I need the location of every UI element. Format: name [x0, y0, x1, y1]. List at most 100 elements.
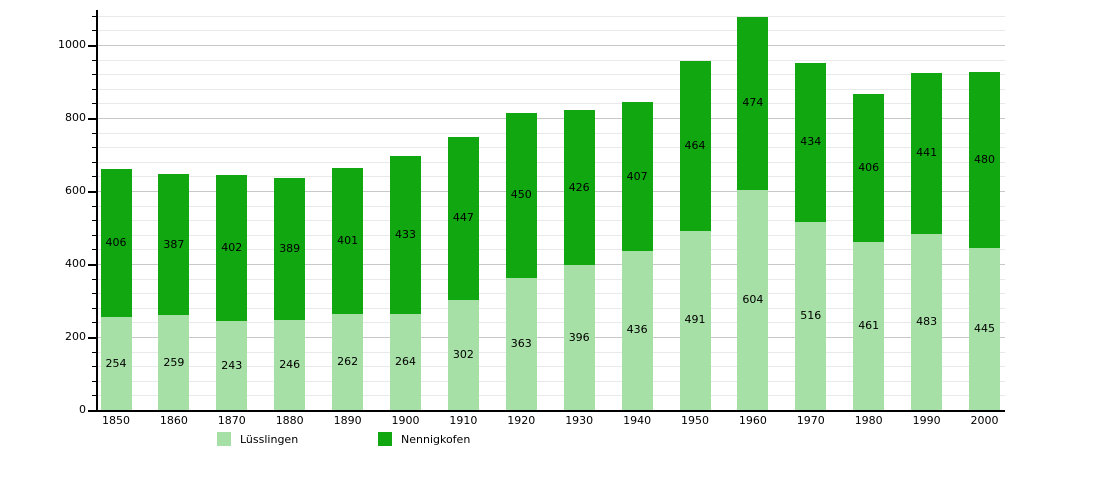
y-tick-minor	[92, 380, 97, 382]
y-axis-tick-label: 600	[65, 184, 86, 197]
value-label-nennigkofen: 402	[221, 240, 243, 254]
value-label-nennigkofen: 406	[105, 236, 127, 250]
bar-segment-nennigkofen	[853, 93, 885, 242]
value-label-luesslingen: 396	[568, 330, 590, 344]
value-label-nennigkofen: 426	[568, 180, 590, 194]
gridline-minor	[97, 307, 1005, 309]
value-label-nennigkofen: 401	[337, 234, 359, 248]
bar-segment-nennigkofen	[158, 174, 190, 316]
gridline-major	[97, 191, 1005, 192]
y-tick-minor	[92, 293, 97, 295]
y-axis-line	[96, 9, 98, 412]
value-label-luesslingen: 491	[684, 313, 706, 327]
y-tick-major	[88, 410, 97, 412]
y-tick-minor	[92, 278, 97, 280]
bar-segment-nennigkofen	[679, 61, 711, 231]
y-axis-tick-label: 0	[79, 403, 86, 416]
y-tick-minor	[92, 249, 97, 251]
bar-segment-luesslingen	[274, 320, 306, 410]
legend-item-luesslingen: Lüsslingen	[217, 431, 298, 447]
gridline-minor	[97, 88, 1005, 90]
y-tick-minor	[92, 351, 97, 353]
value-label-nennigkofen: 406	[858, 160, 880, 174]
bar-segment-luesslingen	[505, 277, 537, 410]
legend-label-nennigkofen: Nennigkofen	[401, 432, 471, 446]
y-tick-minor	[92, 322, 97, 324]
x-axis-label: 1900	[391, 414, 420, 427]
x-axis-label: 1960	[738, 414, 767, 427]
y-tick-minor	[92, 88, 97, 90]
value-label-luesslingen: 604	[742, 292, 764, 306]
legend-label-luesslingen: Lüsslingen	[240, 432, 299, 446]
y-tick-minor	[92, 234, 97, 236]
x-axis-label: 1970	[796, 414, 825, 427]
bar-segment-luesslingen	[679, 230, 711, 410]
gridline-minor	[97, 278, 1005, 280]
y-tick-minor	[92, 395, 97, 397]
y-tick-major	[88, 191, 97, 193]
y-tick-minor	[92, 307, 97, 309]
y-tick-minor	[92, 161, 97, 163]
bar-segment-luesslingen	[100, 317, 132, 410]
value-label-luesslingen: 246	[279, 358, 301, 372]
value-label-luesslingen: 483	[916, 314, 938, 328]
value-label-nennigkofen: 433	[395, 227, 416, 241]
y-tick-major	[88, 264, 97, 266]
value-label-nennigkofen: 450	[510, 188, 532, 202]
y-tick-major	[88, 118, 97, 120]
value-label-luesslingen: 243	[221, 358, 243, 372]
y-tick-minor	[92, 366, 97, 368]
gridline-minor	[97, 293, 1005, 295]
y-tick-major	[88, 45, 97, 47]
gridline-minor	[97, 30, 1005, 32]
value-label-nennigkofen: 389	[279, 242, 301, 256]
legend-swatch-luesslingen	[217, 432, 231, 446]
gridline-minor	[97, 395, 1005, 397]
y-tick-minor	[92, 30, 97, 32]
bar-segment-luesslingen	[332, 314, 364, 410]
bar-segment-nennigkofen	[447, 136, 479, 300]
gridline-minor	[97, 220, 1005, 222]
gridline-minor	[97, 205, 1005, 207]
value-label-luesslingen: 262	[337, 355, 359, 369]
value-label-luesslingen: 363	[510, 336, 532, 350]
value-label-nennigkofen: 441	[916, 146, 938, 160]
value-label-luesslingen: 302	[452, 347, 474, 361]
value-label-nennigkofen: 434	[800, 135, 822, 149]
bar-segment-nennigkofen	[737, 16, 769, 190]
x-axis-label: 1940	[623, 414, 652, 427]
bar-segment-nennigkofen	[332, 168, 364, 315]
gridline-minor	[97, 380, 1005, 382]
y-tick-minor	[92, 59, 97, 61]
gridline-minor	[97, 147, 1005, 149]
bar-segment-luesslingen	[969, 247, 1000, 410]
y-tick-minor	[92, 103, 97, 105]
y-tick-major	[88, 337, 97, 339]
legend-swatch-nennigkofen	[378, 432, 392, 446]
value-label-luesslingen: 516	[800, 308, 822, 322]
gridline-minor	[97, 234, 1005, 236]
x-axis-label: 2000	[970, 414, 999, 427]
gridline-major	[97, 264, 1005, 265]
gridline-minor	[97, 103, 1005, 105]
value-label-nennigkofen: 464	[684, 139, 706, 153]
y-tick-minor	[92, 15, 97, 17]
y-axis-tick-label: 1000	[58, 38, 86, 51]
bar-segment-luesslingen	[621, 250, 653, 410]
bar-segment-luesslingen	[390, 313, 421, 410]
value-label-nennigkofen: 447	[452, 211, 474, 225]
bar-segment-luesslingen	[853, 241, 885, 410]
x-axis-label: 1990	[912, 414, 941, 427]
bar-segment-nennigkofen	[505, 113, 537, 278]
bar-segment-nennigkofen	[563, 109, 595, 266]
gridline-major	[97, 45, 1005, 46]
bar-segment-luesslingen	[158, 315, 190, 410]
gridline-minor	[97, 249, 1005, 251]
x-axis-label: 1930	[565, 414, 594, 427]
gridline-minor	[97, 351, 1005, 353]
gridline-major	[97, 118, 1005, 119]
gridline-minor	[97, 59, 1005, 61]
y-tick-minor	[92, 220, 97, 222]
x-axis-label: 1870	[217, 414, 246, 427]
